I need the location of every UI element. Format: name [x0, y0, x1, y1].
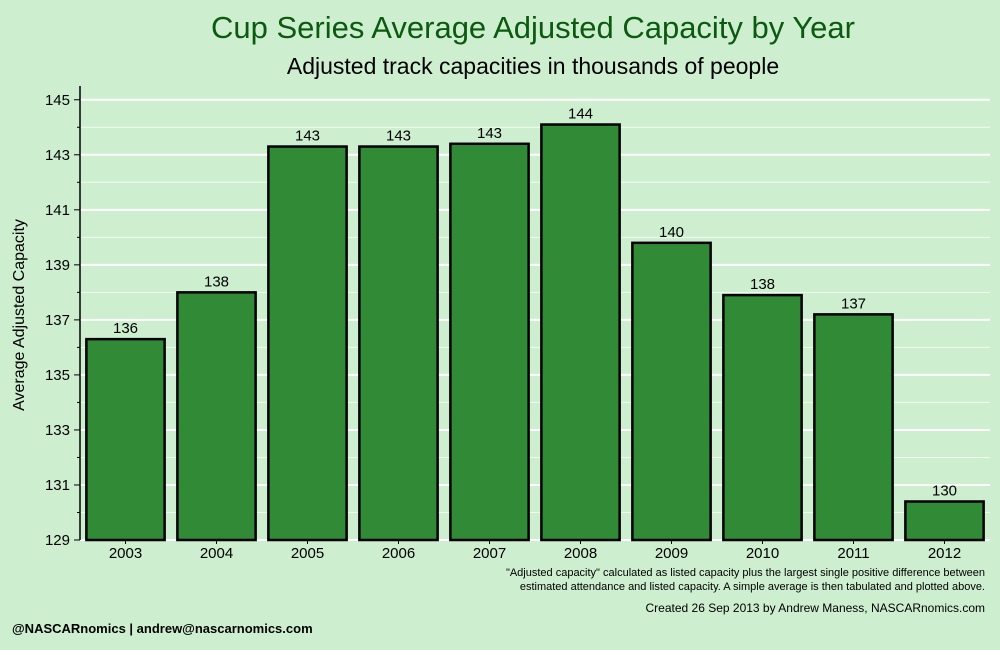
x-tick-label: 2012 — [928, 545, 961, 562]
credit-text: Created 26 Sep 2013 by Andrew Maness, NA… — [646, 601, 986, 615]
bar-2005 — [267, 145, 348, 542]
y-axis-label: Average Adjusted Capacity — [11, 219, 28, 411]
data-label-2004: 138 — [204, 273, 229, 290]
y-tick-label: 133 — [45, 422, 70, 439]
x-tick-label: 2011 — [837, 545, 869, 562]
y-tick-label: 135 — [45, 367, 70, 384]
y-tick-label: 143 — [45, 147, 70, 164]
x-tick-label: 2010 — [746, 545, 779, 562]
data-label-2009: 140 — [659, 224, 684, 241]
data-label-2008: 144 — [568, 106, 593, 123]
data-label-2007: 143 — [477, 125, 502, 142]
bar-2003 — [85, 337, 166, 542]
footnote-line-1: "Adjusted capacity" calculated as listed… — [506, 567, 985, 579]
y-tick-label: 137 — [45, 312, 70, 329]
y-tick-label: 141 — [45, 202, 70, 219]
x-tick-label: 2005 — [291, 545, 324, 562]
x-tick-label: 2007 — [473, 545, 506, 562]
y-tick-label: 139 — [45, 257, 70, 274]
chart-subtitle: Adjusted track capacities in thousands o… — [287, 53, 779, 79]
bar-2007 — [449, 142, 530, 542]
data-label-2012: 130 — [932, 482, 957, 499]
bar-2012 — [904, 500, 985, 542]
data-label-2011: 137 — [841, 295, 866, 312]
y-tick-label: 131 — [45, 477, 70, 494]
data-label-2010: 138 — [750, 276, 775, 293]
author-handle: @NASCARnomics | andrew@nascarnomics.com — [12, 621, 313, 636]
bar-2004 — [176, 291, 257, 542]
bar-2011 — [813, 313, 894, 542]
bars: 136 138 143 143 143 144 140 138 137 130 — [85, 106, 985, 542]
x-tick-label: 2003 — [109, 545, 142, 562]
bar-2008 — [540, 123, 621, 542]
footnote-line-2: estimated attendance and listed capacity… — [520, 581, 985, 593]
data-label-2005: 143 — [295, 128, 320, 145]
bar-2006 — [358, 145, 439, 542]
data-label-2006: 143 — [386, 128, 411, 145]
y-tick-label: 129 — [45, 532, 70, 549]
x-tick-label: 2009 — [655, 545, 688, 562]
x-tick-label: 2006 — [382, 545, 415, 562]
bar-2009 — [631, 241, 712, 542]
chart-title: Cup Series Average Adjusted Capacity by … — [211, 10, 855, 45]
x-tick-label: 2004 — [200, 545, 233, 562]
bar-2010 — [722, 293, 803, 542]
x-tick-label: 2008 — [564, 545, 597, 562]
axes: 2003 2004 2005 2006 2007 2008 2009 2010 2011 2012… — [45, 86, 961, 562]
y-tick-label: 145 — [45, 92, 70, 109]
data-label-2003: 136 — [113, 320, 138, 337]
